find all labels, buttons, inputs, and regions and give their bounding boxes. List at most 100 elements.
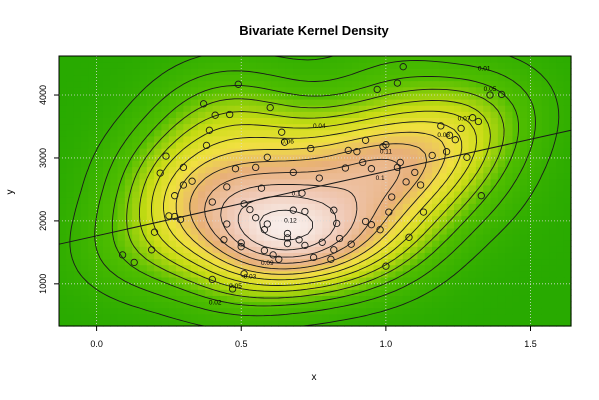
density-cell	[80, 80, 89, 88]
density-cell	[168, 129, 177, 137]
density-cell	[483, 197, 492, 204]
density-cell	[534, 154, 543, 161]
density-cell	[541, 215, 550, 223]
density-cell	[227, 184, 236, 192]
density-cell	[439, 123, 448, 131]
density-cell	[234, 197, 243, 204]
density-cell	[461, 191, 470, 198]
data-point	[202, 141, 211, 150]
density-cell	[256, 319, 265, 327]
density-cell	[322, 172, 331, 180]
density-cell	[541, 270, 550, 278]
density-cell	[380, 240, 389, 247]
density-cell	[212, 307, 221, 315]
density-cell	[271, 178, 280, 186]
density-cell	[73, 172, 82, 180]
density-cell	[271, 80, 280, 88]
density-cell	[110, 166, 119, 174]
density-cell	[307, 283, 316, 290]
density-cell	[497, 129, 506, 137]
density-cell	[490, 264, 499, 272]
density-cell	[139, 283, 148, 290]
density-cell	[183, 307, 192, 315]
density-cell	[424, 209, 433, 217]
density-cell	[59, 80, 67, 88]
density-cell	[117, 86, 126, 94]
density-cell	[197, 62, 206, 69]
density-cell	[505, 62, 514, 69]
density-cell	[505, 172, 514, 180]
density-cell	[424, 227, 433, 235]
density-cell	[483, 221, 492, 229]
density-cell	[358, 307, 367, 315]
density-cell	[453, 148, 462, 155]
density-cell	[461, 301, 470, 309]
density-cell	[249, 209, 258, 217]
density-cell	[95, 301, 104, 309]
density-cell	[249, 258, 258, 266]
density-cell	[219, 295, 228, 303]
density-cell	[256, 74, 265, 82]
density-cell	[190, 98, 199, 106]
density-cell	[73, 215, 82, 223]
density-cell	[549, 141, 557, 149]
density-cell	[534, 92, 543, 100]
density-cell	[102, 252, 111, 260]
density-cell	[154, 111, 162, 118]
density-cell	[336, 141, 345, 149]
density-cell	[110, 105, 119, 112]
density-cell	[285, 283, 294, 290]
density-cell	[88, 56, 97, 63]
density-cell	[293, 62, 301, 69]
density-cell	[439, 80, 448, 88]
density-cell	[490, 276, 499, 284]
density-cell	[234, 123, 243, 131]
density-cell	[190, 166, 199, 174]
density-cell	[527, 295, 536, 303]
density-cell	[534, 258, 543, 266]
density-cell	[227, 301, 236, 309]
density-cell	[293, 98, 301, 106]
density-cell	[461, 148, 470, 155]
density-cell	[388, 160, 397, 168]
density-cell	[197, 172, 206, 180]
density-cell	[293, 80, 301, 88]
density-cell	[132, 221, 141, 229]
density-cell	[483, 98, 492, 106]
density-cell	[336, 203, 345, 211]
density-cell	[59, 129, 67, 137]
density-cell	[402, 209, 411, 217]
density-cell	[146, 295, 155, 303]
density-cell	[176, 233, 184, 241]
density-cell	[124, 74, 133, 82]
density-cell	[519, 111, 528, 118]
density-cell	[424, 154, 433, 161]
density-cell	[59, 178, 67, 186]
density-cell	[563, 184, 572, 192]
density-cell	[212, 148, 221, 155]
density-cell	[146, 301, 155, 309]
density-cell	[446, 319, 455, 327]
density-cell	[300, 178, 309, 186]
density-cell	[176, 56, 184, 63]
density-cell	[66, 86, 75, 94]
density-cell	[190, 289, 199, 296]
density-cell	[358, 283, 367, 290]
density-cell	[344, 307, 353, 315]
density-cell	[102, 215, 111, 223]
density-cell	[388, 178, 397, 186]
density-cell	[527, 270, 536, 278]
density-cell	[256, 227, 265, 235]
density-cell	[468, 221, 477, 229]
density-cell	[132, 154, 141, 161]
density-cell	[475, 117, 484, 125]
density-cell	[483, 270, 492, 278]
density-cell	[439, 129, 448, 137]
density-cell	[519, 307, 528, 315]
density-cell	[322, 111, 331, 118]
density-cell	[95, 56, 104, 63]
density-cell	[395, 289, 404, 296]
density-cell	[410, 233, 418, 241]
density-cell	[563, 264, 572, 272]
density-cell	[336, 178, 345, 186]
